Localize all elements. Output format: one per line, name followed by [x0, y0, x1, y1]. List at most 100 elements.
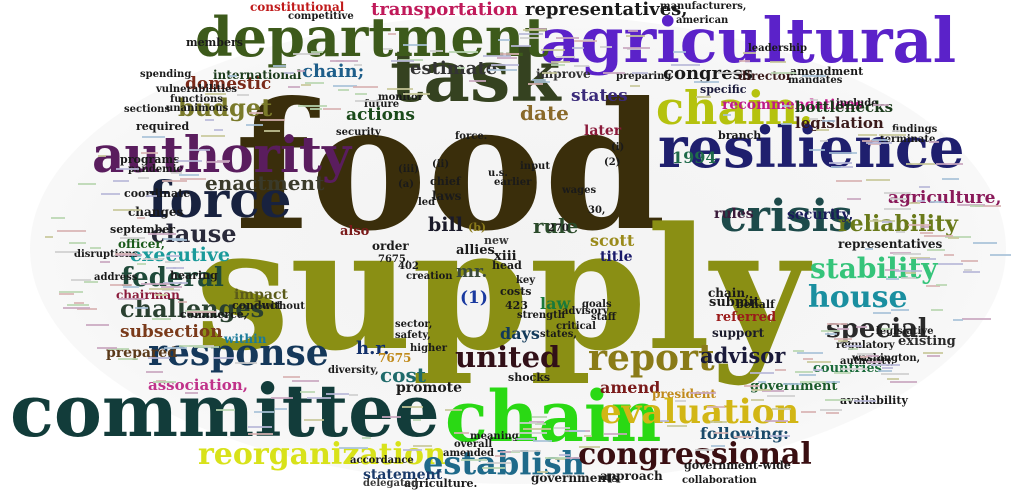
word-authority: authority: [92, 125, 352, 184]
filler-mark: [908, 202, 920, 205]
filler-mark: [115, 168, 139, 171]
filler-mark: [533, 440, 553, 443]
filler-mark: [667, 425, 688, 428]
filler-mark: [901, 276, 917, 279]
cloud-ellipse-background: [30, 14, 1006, 484]
filler-mark: [78, 183, 97, 186]
filler-mark: [138, 177, 150, 180]
filler-mark: [387, 88, 414, 91]
filler-mark: [916, 199, 925, 202]
word-programs: programs: [120, 153, 180, 166]
word-congressional: congressional: [578, 437, 812, 472]
filler-mark: [573, 65, 589, 68]
filler-mark: [486, 462, 511, 465]
filler-mark: [165, 255, 180, 258]
filler-mark: [83, 280, 98, 283]
filler-mark: [540, 49, 565, 52]
word-approach: approach: [600, 469, 663, 483]
word-allies: allies: [456, 243, 495, 258]
filler-mark: [388, 33, 397, 36]
word-required: required: [136, 120, 190, 133]
filler-mark: [292, 52, 320, 55]
filler-mark: [429, 49, 443, 52]
word-also: also: [340, 224, 370, 239]
word-agriculture: agriculture.: [404, 477, 478, 490]
filler-mark: [833, 371, 851, 374]
filler-mark: [497, 39, 510, 42]
filler-mark: [304, 419, 325, 422]
filler-mark: [100, 260, 111, 263]
word-monitor: monitor: [378, 92, 423, 103]
filler-mark: [273, 64, 287, 67]
filler-mark: [156, 379, 167, 382]
word-goals: goals: [582, 299, 612, 310]
word-later: later: [584, 123, 622, 139]
word-impact: impact: [234, 287, 288, 303]
filler-mark: [152, 380, 176, 383]
filler-mark: [936, 284, 948, 287]
word-270: 270: [548, 223, 569, 234]
word-budget: budget: [178, 93, 273, 122]
word-competitive: competitive: [288, 11, 354, 22]
filler-mark: [751, 398, 765, 401]
filler-mark: [555, 36, 579, 39]
word-7675: 7675,: [378, 254, 410, 265]
filler-mark: [63, 306, 91, 309]
filler-mark: [837, 340, 848, 343]
filler-mark: [894, 269, 922, 272]
filler-mark: [883, 191, 911, 194]
filler-mark: [98, 155, 107, 157]
filler-mark: [215, 409, 235, 412]
filler-mark: [528, 420, 544, 423]
word-reliability: reliability: [838, 211, 958, 237]
filler-mark: [206, 160, 230, 163]
filler-mark: [795, 371, 814, 374]
filler-mark: [938, 263, 963, 266]
filler-mark: [381, 415, 401, 418]
word-statement: statement: [363, 467, 443, 483]
filler-mark: [812, 368, 823, 371]
word-commerce: commerce,: [180, 308, 248, 321]
word-regulatory: regulatory: [836, 340, 895, 351]
filler-mark: [824, 398, 851, 401]
filler-mark: [330, 60, 359, 63]
filler-mark: [833, 337, 852, 340]
filler-mark: [919, 231, 933, 234]
filler-mark: [926, 284, 941, 287]
filler-mark: [974, 205, 1001, 208]
filler-mark: [836, 179, 863, 182]
filler-mark: [217, 159, 231, 162]
word-september: september: [110, 223, 176, 236]
filler-mark: [866, 354, 880, 357]
filler-mark: [165, 266, 176, 269]
filler-mark: [800, 410, 816, 413]
word-behalf: behalf: [736, 298, 775, 311]
filler-mark: [227, 74, 237, 77]
filler-mark: [765, 420, 789, 423]
filler-mark: [264, 129, 281, 132]
filler-mark: [160, 286, 182, 289]
filler-mark: [766, 394, 795, 397]
filler-mark: [828, 152, 857, 155]
filler-mark: [171, 238, 187, 241]
word-supply: supply: [195, 190, 809, 388]
filler-mark: [907, 224, 931, 227]
word-conduct: conduct: [232, 299, 282, 312]
word-crisis: crisis: [720, 191, 853, 242]
word-authority: authority,: [840, 357, 894, 367]
word-transportation: transportation: [371, 0, 518, 20]
filler-mark: [519, 36, 539, 39]
word-domestic: domestic: [185, 74, 272, 94]
filler-mark: [884, 268, 899, 271]
word-coordinate: coordinate: [124, 187, 191, 200]
word-title: title: [600, 249, 633, 265]
word-reorganization: reorganization: [198, 437, 446, 472]
filler-mark: [245, 123, 263, 126]
filler-mark: [905, 162, 935, 165]
filler-mark: [631, 71, 648, 74]
filler-mark: [154, 294, 167, 297]
filler-mark: [877, 369, 892, 372]
filler-mark: [537, 470, 549, 473]
filler-mark: [919, 185, 931, 188]
word-changes: changes: [128, 205, 184, 219]
